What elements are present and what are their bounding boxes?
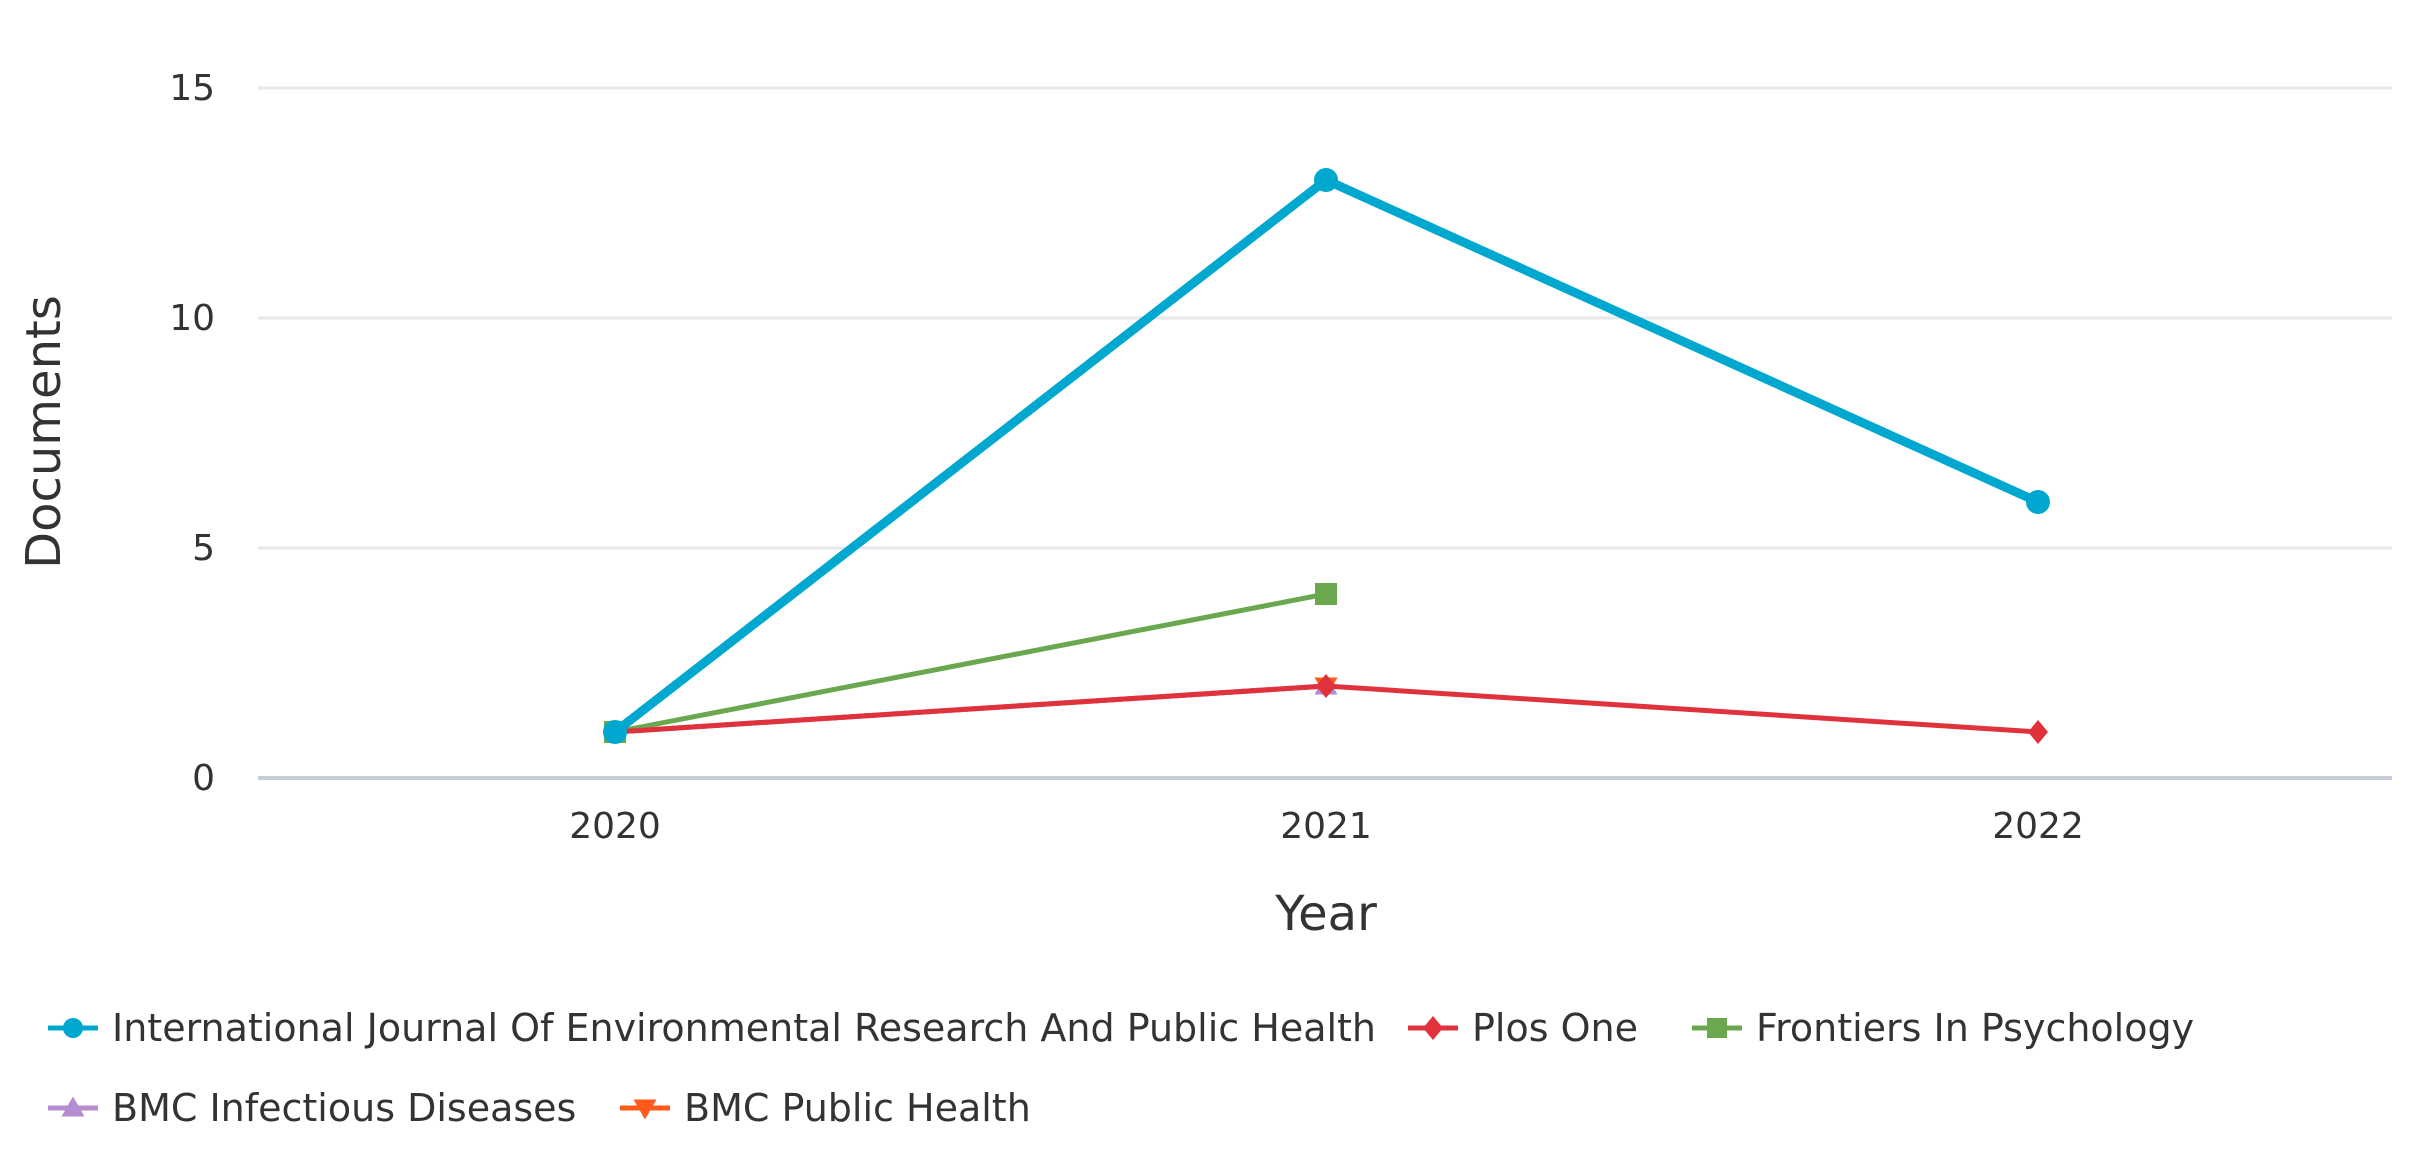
legend-label-frontiers-in-psychology: Frontiers In Psychology [1756,1006,2194,1050]
legend-label-international-journal-of-environmental-research-and-public-health: International Journal Of Environmental R… [112,1006,1376,1050]
x-axis-title: Year [1274,886,1377,942]
grid-lines [258,86,2392,780]
legend-item-bmc-public-health[interactable]: BMC Public Health [620,1086,1031,1130]
legend-marker-international-journal-of-environmental-research-and-public-health [63,1018,83,1038]
x-tick-label-2022: 2022 [1992,806,2084,847]
legend-marker-bmc-infectious-diseases [61,1096,85,1117]
x-tick-label-2020: 2020 [569,806,661,847]
x-tick-labels: 2020 2021 2022 [569,806,2084,847]
data-point-international-journal-of-environmental-research-and-public-health-2021 [1314,168,1338,192]
legend-marker-bmc-public-health [633,1099,657,1120]
series-plos-one [605,674,2048,744]
data-point-plos-one-2021 [1316,674,1336,698]
y-tick-label-15: 15 [169,68,215,109]
legend-item-bmc-infectious-diseases[interactable]: BMC Infectious Diseases [48,1086,576,1130]
data-point-frontiers-in-psychology-2021 [1315,583,1337,605]
series-layer [603,168,2050,744]
legend-label-plos-one: Plos One [1472,1006,1638,1050]
legend-item-international-journal-of-environmental-research-and-public-health[interactable]: International Journal Of Environmental R… [48,1006,1376,1050]
y-axis-title: Documents [16,295,72,569]
y-tick-label-0: 0 [192,758,215,799]
series-frontiers-in-psychology [604,583,1337,743]
y-tick-label-5: 5 [192,528,215,569]
series-line-international-journal-of-environmental-research-and-public-health [610,175,2043,737]
legend-marker-plos-one [1423,1016,1443,1040]
legend-marker-frontiers-in-psychology [1707,1018,1727,1038]
series-line-frontiers-in-psychology [612,591,1329,735]
data-point-international-journal-of-environmental-research-and-public-health-2022 [2026,490,2050,514]
series-international-journal-of-environmental-research-and-public-health [603,168,2050,744]
y-tick-labels: 0 5 10 15 [169,68,215,799]
legend-label-bmc-public-health: BMC Public Health [684,1086,1031,1130]
y-tick-label-10: 10 [169,298,215,339]
data-point-international-journal-of-environmental-research-and-public-health-2020 [603,720,627,744]
legend-item-frontiers-in-psychology[interactable]: Frontiers In Psychology [1692,1006,2194,1050]
legend: International Journal Of Environmental R… [48,1006,2194,1130]
legend-item-plos-one[interactable]: Plos One [1408,1006,1638,1050]
legend-label-bmc-infectious-diseases: BMC Infectious Diseases [112,1086,576,1130]
data-point-plos-one-2022 [2028,720,2048,744]
x-tick-label-2021: 2021 [1280,806,1372,847]
